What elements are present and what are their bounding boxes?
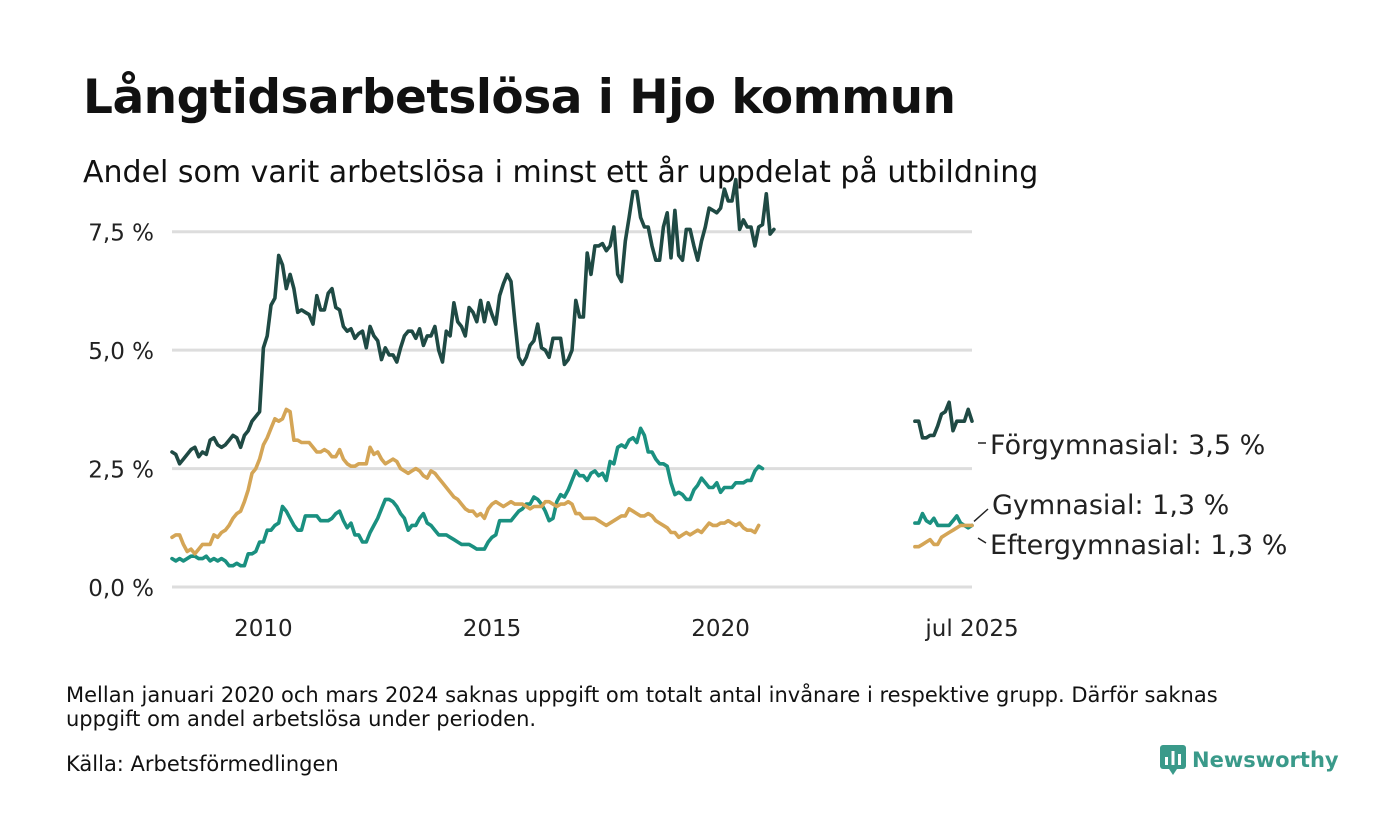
y-tick-label: 5,0 % xyxy=(88,339,154,365)
x-axis-ticks: 2010 2015 2020 jul 2025 xyxy=(234,616,1018,642)
x-tick-label: 2015 xyxy=(463,616,522,642)
source-text: Källa: Arbetsförmedlingen xyxy=(66,752,339,776)
series-end-label-gymnasial: Gymnasial: 1,3 % xyxy=(992,490,1229,521)
y-tick-label: 2,5 % xyxy=(88,458,154,484)
y-tick-label: 0,0 % xyxy=(88,576,154,602)
series-line-gymnasial xyxy=(170,426,765,568)
series-end-label-förgymnasial: Förgymnasial: 3,5 % xyxy=(990,430,1265,461)
label-leader-line xyxy=(973,508,989,522)
x-tick-label: 2020 xyxy=(691,616,750,642)
logo-text: Newsworthy xyxy=(1192,748,1339,772)
x-tick-label: 2010 xyxy=(234,616,293,642)
bar-chart-icon xyxy=(1160,745,1186,775)
x-tick-label: jul 2025 xyxy=(924,616,1018,642)
chart-subtitle: Andel som varit arbetslösa i minst ett å… xyxy=(83,155,1039,190)
y-axis-ticks: 0,0 % 2,5 % 5,0 % 7,5 % xyxy=(88,221,154,602)
series-line-förgymnasial xyxy=(913,400,974,440)
series-end-label-eftergymnasial: Eftergymnasial: 1,3 % xyxy=(990,530,1287,561)
series-line-förgymnasial xyxy=(170,177,776,466)
series-end-labels: Förgymnasial: 3,5 % Gymnasial: 1,3 % Efter… xyxy=(973,430,1287,561)
chart-title: Långtidsarbetslösa i Hjo kommun xyxy=(83,70,956,125)
series-line-eftergymnasial xyxy=(170,407,761,556)
series-lines xyxy=(170,177,974,568)
footnote: Mellan januari 2020 och mars 2024 saknas… xyxy=(66,683,1218,731)
label-leader-line xyxy=(977,537,987,544)
series-line-eftergymnasial xyxy=(913,523,974,549)
newsworthy-logo[interactable]: Newsworthy xyxy=(1160,745,1339,775)
y-tick-label: 7,5 % xyxy=(88,221,154,247)
line-chart: 0,0 % 2,5 % 5,0 % 7,5 % 2010 2015 2020 jul 202… xyxy=(88,177,1287,642)
